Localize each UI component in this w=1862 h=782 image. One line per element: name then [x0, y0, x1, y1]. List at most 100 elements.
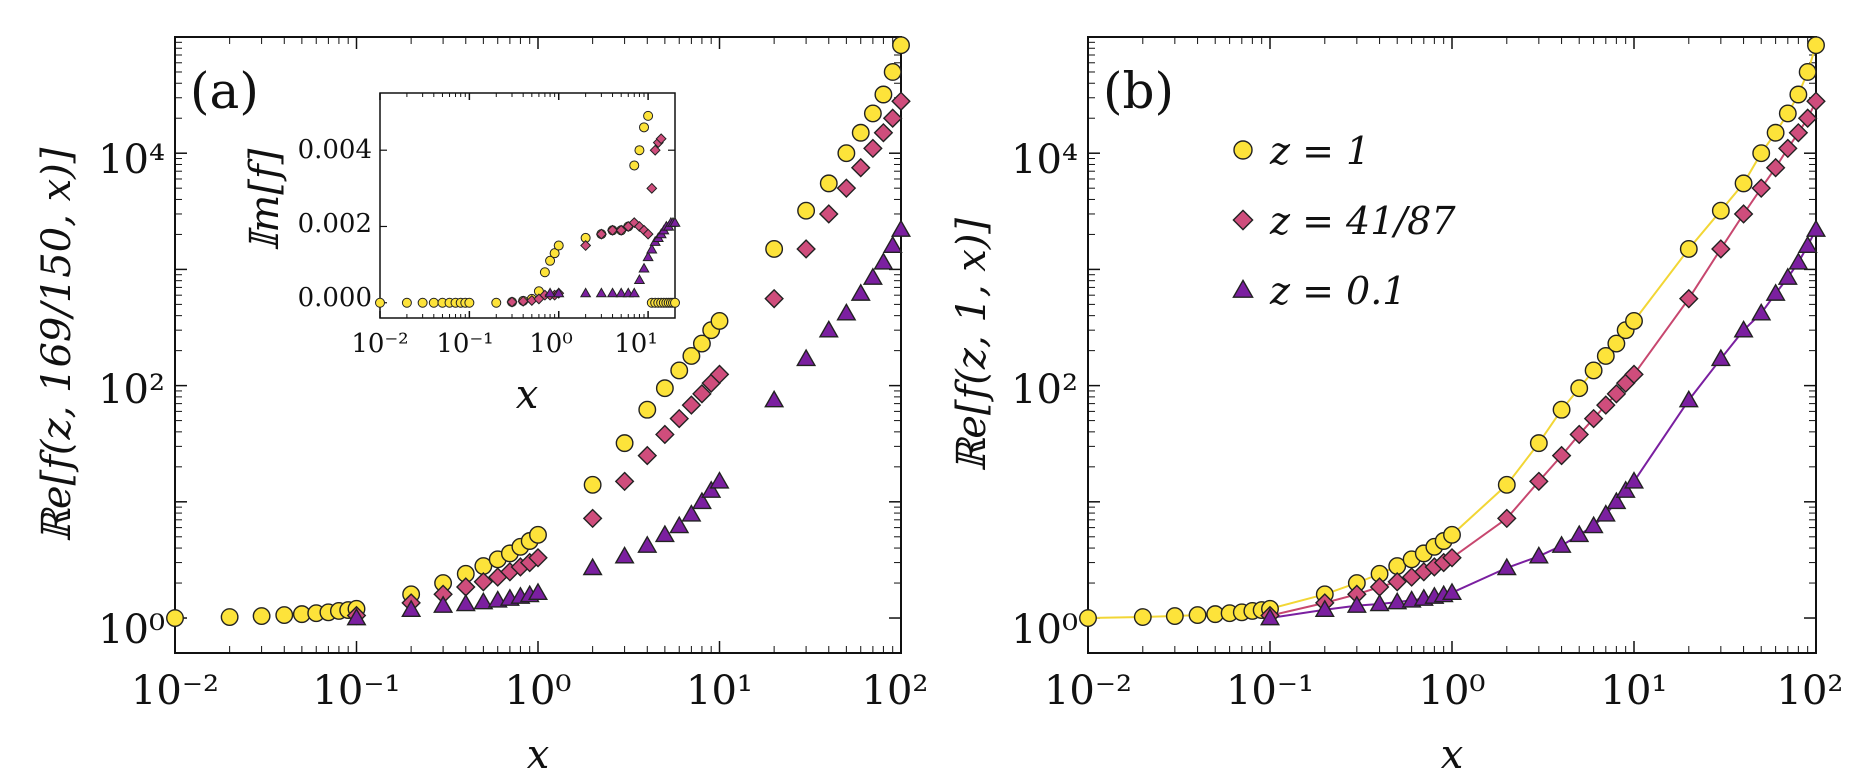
panel-a-y-tick-label: 10⁰: [98, 607, 165, 653]
data-point-triangle: [1496, 557, 1517, 576]
data-point-circle: [643, 110, 654, 121]
panel-b-x-tick-label: 10¹: [1601, 668, 1668, 714]
data-point-triangle: [1569, 524, 1590, 543]
inset-x-axis-title: x: [516, 372, 539, 418]
inset-y-tick-label: 0.002: [298, 209, 372, 239]
panel-b-x-tick-label: 10²: [1777, 668, 1844, 714]
data-point-circle: [1778, 104, 1797, 123]
data-point-diamond: [517, 295, 529, 307]
data-point-triangle: [1805, 219, 1827, 237]
data-point-triangle: [346, 607, 367, 626]
data-point-diamond: [873, 122, 894, 143]
data-point-diamond: [1606, 384, 1627, 404]
data-point-diamond: [1496, 508, 1517, 529]
data-point-triangle: [1678, 389, 1699, 408]
data-point-diamond: [863, 138, 883, 159]
data-point-triangle: [579, 287, 592, 298]
data-point-triangle: [882, 235, 903, 253]
data-point-triangle: [614, 546, 635, 564]
data-point-circle: [166, 609, 184, 627]
data-point-triangle: [1369, 593, 1390, 612]
panel-a-ticks: [174, 37, 902, 653]
data-point-triangle: [606, 287, 619, 298]
data-point-circle: [275, 606, 294, 625]
data-point-triangle: [1765, 283, 1786, 301]
legend-label-z01: z = 0.1: [1269, 269, 1406, 313]
panel-b-x-tick-label: 10⁻¹: [1226, 668, 1314, 714]
data-point-diamond: [473, 572, 494, 592]
data-point-circle: [797, 201, 816, 220]
data-point-circle: [1734, 174, 1753, 193]
data-point-diamond: [709, 364, 730, 385]
data-point-circle: [428, 297, 439, 308]
data-point-triangle: [862, 267, 883, 285]
panel-a-y-tick-label: 10⁴: [98, 137, 165, 183]
data-point-diamond: [1569, 424, 1590, 445]
data-point-circle: [883, 63, 902, 81]
data-point-circle: [639, 122, 650, 133]
data-point-circle: [375, 297, 385, 308]
data-point-triangle: [1606, 491, 1627, 510]
inset-x-tick-label: 10⁻²: [351, 329, 408, 359]
panel-a-inset: 10⁻² 10⁻¹ 10⁰ 10¹ 0.000 0.002 0.004 x 𝕀m…: [242, 92, 681, 418]
panel-b-y-tick-label: 10²: [1011, 367, 1078, 413]
data-point-circle: [710, 312, 729, 330]
data-point-diamond: [1529, 471, 1549, 492]
data-point-diamond: [891, 91, 911, 112]
data-point-circle: [892, 36, 910, 55]
data-point-diamond: [582, 508, 603, 529]
data-point-circle: [670, 361, 689, 380]
data-point-triangle: [1710, 348, 1731, 367]
panel-b-y-tick-label: 10⁴: [1011, 137, 1078, 183]
data-point-circle: [1679, 239, 1698, 258]
data-point-diamond: [615, 224, 627, 236]
data-point-circle: [837, 144, 856, 163]
data-point-diamond: [1778, 138, 1798, 159]
data-point-circle: [1529, 434, 1548, 453]
data-point-diamond: [836, 178, 857, 198]
data-point-diamond: [692, 384, 712, 404]
data-point-triangle: [642, 251, 654, 262]
data-point-triangle: [836, 302, 857, 321]
data-point-triangle: [1441, 582, 1463, 601]
data-point-diamond: [1733, 204, 1754, 224]
data-point-triangle: [764, 389, 785, 408]
panel-a-y-tick-labels: 10⁰ 10² 10⁴: [98, 137, 165, 653]
data-point-triangle: [1595, 504, 1616, 522]
data-point-diamond: [649, 144, 661, 156]
panel-a-y-tick-label: 10²: [98, 367, 165, 413]
data-point-triangle: [1797, 235, 1818, 253]
data-point-diamond: [850, 157, 871, 178]
data-point-circle: [863, 104, 882, 123]
legend-marker-diamond: [1232, 209, 1254, 231]
data-point-triangle: [615, 287, 627, 298]
inset-x-tick-labels: 10⁻² 10⁻¹ 10⁰ 10¹: [351, 329, 657, 359]
data-point-circle: [1752, 144, 1771, 163]
data-point-circle: [1584, 361, 1603, 380]
data-point-triangle: [669, 515, 690, 534]
panel-a-x-tick-label: 10⁻²: [131, 668, 219, 714]
panel-b-y-tick-labels: 10⁰ 10² 10⁴: [1011, 137, 1078, 653]
data-point-triangle: [890, 219, 912, 237]
panel-b-x-tick-label: 10⁰: [1419, 668, 1486, 714]
data-point-circle: [491, 297, 502, 308]
inset-x-tick-label: 10¹: [614, 329, 658, 359]
data-point-triangle: [553, 287, 565, 298]
data-point-diamond: [642, 228, 654, 240]
data-point-circle: [1552, 400, 1571, 419]
data-point-circle: [670, 297, 680, 308]
data-point-circle: [634, 145, 645, 156]
panel-b: (b) z = 1 z = 41/87 z = 0.1 10⁻² 10⁻¹ 10…: [949, 36, 1843, 778]
data-point-diamond: [1751, 178, 1772, 198]
data-point-circle: [851, 123, 870, 142]
data-point-diamond: [580, 240, 592, 252]
data-point-triangle: [850, 283, 871, 301]
panel-a-x-tick-label: 10²: [862, 668, 929, 714]
data-point-diamond: [796, 239, 816, 259]
data-point-diamond: [1806, 91, 1826, 112]
data-point-triangle: [544, 287, 556, 298]
data-point-circle: [1596, 346, 1615, 365]
panel-b-x-tick-labels: 10⁻² 10⁻¹ 10⁰ 10¹ 10²: [1044, 668, 1843, 714]
data-point-triangle: [527, 582, 549, 601]
data-point-circle: [1570, 379, 1589, 398]
